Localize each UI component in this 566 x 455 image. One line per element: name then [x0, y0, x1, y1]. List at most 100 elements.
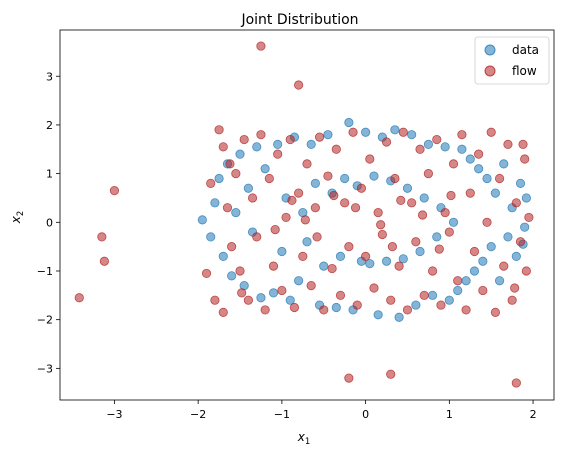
point-flow-59 — [407, 198, 417, 208]
point-flow-35 — [306, 280, 316, 291]
point-flow-15 — [222, 203, 233, 213]
point-flow-57 — [398, 127, 408, 137]
point-data-51 — [419, 193, 429, 203]
point-flow-17 — [231, 169, 241, 179]
x-tick-label: 1 — [446, 408, 453, 421]
point-flow-24 — [260, 305, 270, 315]
legend-marker-flow — [484, 65, 496, 77]
point-flow-33 — [298, 251, 308, 261]
point-flow-25 — [264, 173, 274, 184]
point-flow-49 — [365, 154, 375, 164]
point-flow-27 — [273, 149, 283, 159]
point-flow-79 — [490, 307, 500, 317]
legend-marker-data — [484, 44, 496, 56]
point-data-65 — [478, 256, 488, 266]
point-data-47 — [402, 183, 413, 193]
point-data-50 — [415, 246, 425, 257]
point-data-73 — [511, 251, 521, 261]
point-flow-75 — [474, 149, 484, 159]
point-flow-73 — [465, 188, 475, 198]
point-flow-23 — [256, 130, 266, 140]
point-flow-94 — [329, 190, 339, 201]
point-flow-80 — [494, 173, 505, 184]
point-flow-52 — [377, 229, 387, 240]
point-data-17 — [277, 246, 287, 257]
point-data-30 — [331, 302, 341, 313]
point-flow-3 — [97, 232, 107, 242]
point-flow-61 — [415, 144, 425, 154]
point-flow-83 — [507, 295, 517, 305]
point-flow-34 — [302, 159, 312, 169]
point-flow-43 — [340, 198, 350, 208]
point-data-54 — [432, 232, 442, 242]
point-flow-96 — [396, 195, 406, 205]
point-flow-14 — [218, 307, 228, 317]
point-flow-11 — [210, 295, 220, 305]
point-flow-103 — [446, 190, 456, 201]
point-flow-21 — [247, 193, 258, 203]
point-data-70 — [499, 159, 509, 169]
point-flow-55 — [390, 173, 400, 184]
points-layer — [74, 41, 534, 388]
point-flow-72 — [461, 305, 471, 315]
y-tick-label: 0 — [46, 216, 53, 229]
point-flow-40 — [327, 263, 337, 274]
point-flow-62 — [419, 290, 429, 300]
x-axis-ticks: −3 −2 −1 0 1 2 — [106, 400, 537, 421]
point-flow-60 — [411, 237, 421, 247]
point-data-48 — [407, 130, 417, 140]
point-data-66 — [482, 173, 492, 184]
point-data-7 — [231, 207, 241, 218]
point-data-69 — [494, 276, 505, 286]
point-flow-22 — [252, 232, 262, 242]
x-tick-label: −1 — [274, 408, 290, 421]
point-data-4 — [218, 251, 228, 261]
point-flow-54 — [386, 295, 396, 305]
point-data-19 — [285, 295, 295, 305]
x-tick-label: 0 — [362, 408, 369, 421]
point-data-8 — [235, 149, 245, 159]
point-flow-102 — [287, 195, 297, 205]
point-flow-4 — [99, 256, 109, 266]
point-flow-45 — [348, 127, 358, 137]
point-data-39 — [369, 171, 379, 181]
y-axis-label-subscript: 2 — [16, 211, 26, 216]
point-flow-91 — [225, 159, 235, 169]
legend-label-data: data — [512, 43, 539, 57]
point-flow-67 — [440, 207, 450, 218]
x-axis-label: x1 — [297, 430, 311, 447]
point-flow-89 — [518, 139, 528, 150]
point-data-21 — [294, 276, 304, 286]
point-data-74 — [515, 178, 526, 188]
point-flow-18 — [235, 266, 245, 276]
point-flow-93 — [300, 215, 310, 225]
point-flow-50 — [369, 283, 379, 293]
point-flow-87 — [521, 266, 531, 276]
point-data-52 — [423, 139, 434, 150]
point-flow-70 — [453, 276, 463, 286]
point-flow-6 — [344, 373, 354, 383]
point-data-64 — [474, 164, 484, 174]
point-data-27 — [319, 261, 329, 271]
point-flow-46 — [352, 300, 362, 310]
x-axis-label-subscript: 1 — [305, 437, 310, 447]
point-flow-12 — [214, 125, 224, 135]
point-flow-0 — [256, 41, 266, 51]
point-data-25 — [310, 178, 320, 188]
point-flow-85 — [515, 237, 526, 247]
y-tick-label: 3 — [46, 70, 53, 83]
point-flow-71 — [457, 130, 467, 140]
point-flow-77 — [482, 217, 492, 227]
point-flow-16 — [227, 242, 237, 252]
point-flow-97 — [417, 210, 428, 220]
point-flow-84 — [511, 198, 521, 208]
point-flow-1 — [294, 80, 304, 90]
point-data-37 — [361, 127, 371, 137]
point-data-14 — [260, 164, 270, 174]
point-flow-41 — [331, 144, 341, 154]
point-data-53 — [427, 290, 438, 300]
point-data-12 — [252, 142, 262, 152]
point-flow-31 — [289, 302, 300, 313]
y-tick-label: 2 — [46, 119, 53, 132]
point-flow-48 — [361, 251, 371, 261]
